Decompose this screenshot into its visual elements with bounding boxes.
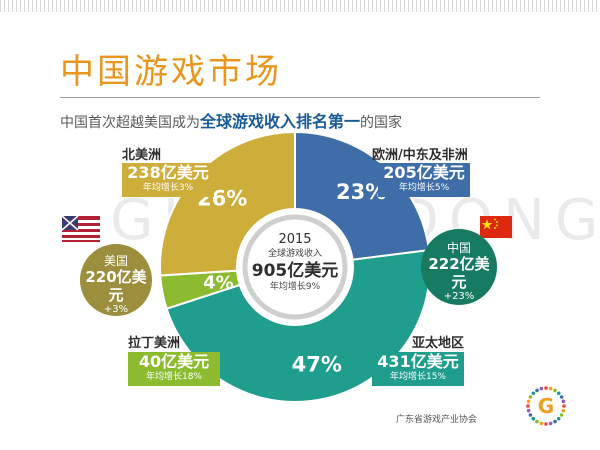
donut-center-ring: [242, 214, 348, 320]
donut-center: 2015 全球游戏收入 905亿美元 年均增长9%: [247, 232, 343, 294]
latin-america-revenue-box: 40亿美元 年均增长18%: [128, 352, 220, 386]
slice-latin-america-label: 4%: [203, 273, 234, 294]
china-bubble: 中国 222亿美元 +23%: [421, 229, 497, 305]
title-divider: [60, 97, 540, 98]
emea-growth: 年均增长5%: [398, 183, 450, 193]
subtitle-highlight: 全球游戏收入排名第一: [200, 112, 361, 131]
asia-pacific-label: 亚太地区: [412, 336, 465, 351]
header-stripes: [0, 0, 600, 12]
latin-america-label: 拉丁美洲: [128, 336, 181, 351]
subtitle-text: 中国首次超越美国成为: [60, 115, 200, 131]
usa-amount: 220亿美元: [85, 268, 147, 304]
china-amount: 222亿美元: [428, 255, 490, 291]
usa-growth: +3%: [103, 304, 129, 315]
slice-emea-label: 23%: [336, 180, 386, 204]
center-year: 2015: [278, 232, 312, 247]
emea-revenue-box: 205亿美元 年均增长5%: [378, 163, 470, 197]
center-total: 905亿美元: [251, 261, 339, 281]
footer-org: 广东省游戏产业协会: [396, 415, 478, 425]
latin-america-growth: 年均增长18%: [145, 372, 202, 382]
latin-america-amount: 40亿美元: [138, 352, 210, 371]
emea-amount: 205亿美元: [383, 163, 465, 182]
center-growth: 年均增长9%: [269, 282, 321, 292]
asia-pacific-revenue-box: 431亿美元 年均增长15%: [372, 352, 464, 386]
north-america-amount: 238亿美元: [127, 163, 209, 182]
usa-bubble: 美国 220亿美元 +3%: [80, 244, 152, 316]
subtitle-end: 的国家: [360, 115, 403, 131]
g-circle-dots-logo: G: [526, 386, 566, 426]
asia-pacific-growth: 年均增长15%: [389, 372, 446, 382]
slice-labels: 23%47%4%26%: [197, 180, 386, 377]
usa-name: 美国: [103, 254, 128, 268]
china-flag-icon: [480, 216, 512, 238]
north-america-growth: 年均增长3%: [142, 183, 194, 193]
center-caption: 全球游戏收入: [267, 249, 322, 259]
emea-label: 欧洲/中东及非洲: [372, 148, 468, 163]
china-growth: +23%: [443, 291, 475, 302]
page-title: 中国游戏市场: [60, 52, 282, 92]
north-america-revenue-box: 238亿美元 年均增长3%: [122, 163, 214, 197]
donut-inner-ring: [237, 209, 353, 325]
us-flag-icon: [61, 215, 100, 242]
china-name: 中国: [446, 241, 471, 255]
svg-text:G: G: [538, 394, 554, 418]
slice-asia-pacific-label: 47%: [292, 353, 342, 377]
page-subtitle: 中国首次超越美国成为全球游戏收入排名第一的国家: [60, 108, 402, 132]
asia-pacific-amount: 431亿美元: [377, 352, 459, 371]
north-america-label: 北美洲: [122, 148, 162, 163]
